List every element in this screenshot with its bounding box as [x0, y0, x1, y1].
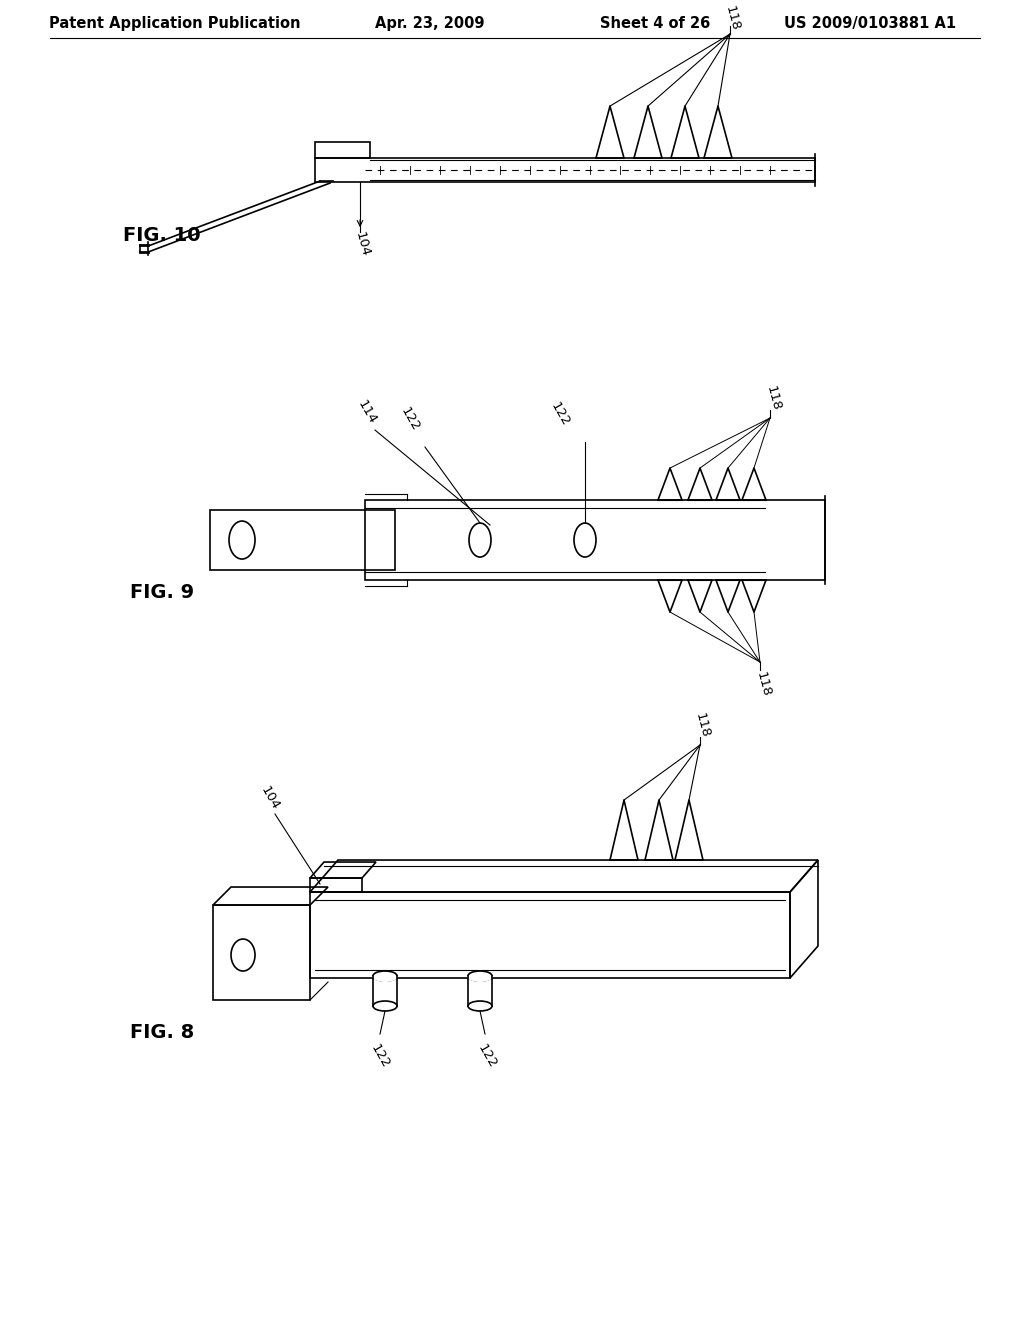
Text: 118: 118 [722, 4, 741, 32]
Text: 122: 122 [475, 1041, 499, 1071]
Text: 122: 122 [548, 400, 572, 429]
Text: 122: 122 [398, 405, 422, 433]
Text: Apr. 23, 2009: Apr. 23, 2009 [375, 16, 484, 30]
Bar [365, 500, 825, 579]
Bar [315, 143, 370, 158]
Text: FIG. 10: FIG. 10 [123, 226, 201, 244]
Text: 118: 118 [754, 671, 772, 698]
Bar [315, 158, 815, 182]
Text: US 2009/0103881 A1: US 2009/0103881 A1 [784, 16, 956, 30]
Ellipse shape [372, 970, 398, 982]
Text: 118: 118 [764, 384, 782, 412]
Text: Sheet 4 of 26: Sheet 4 of 26 [600, 16, 710, 30]
Text: 114: 114 [355, 397, 379, 426]
Bar [210, 510, 395, 570]
Ellipse shape [467, 970, 493, 982]
Text: FIG. 8: FIG. 8 [130, 1023, 195, 1041]
Text: FIG. 9: FIG. 9 [130, 582, 195, 602]
Text: 104: 104 [258, 784, 282, 812]
Bar [310, 878, 362, 892]
Text: 118: 118 [692, 711, 712, 739]
Text: 122: 122 [368, 1041, 392, 1071]
Text: 104: 104 [352, 230, 372, 257]
Text: Patent Application Publication: Patent Application Publication [49, 16, 301, 30]
